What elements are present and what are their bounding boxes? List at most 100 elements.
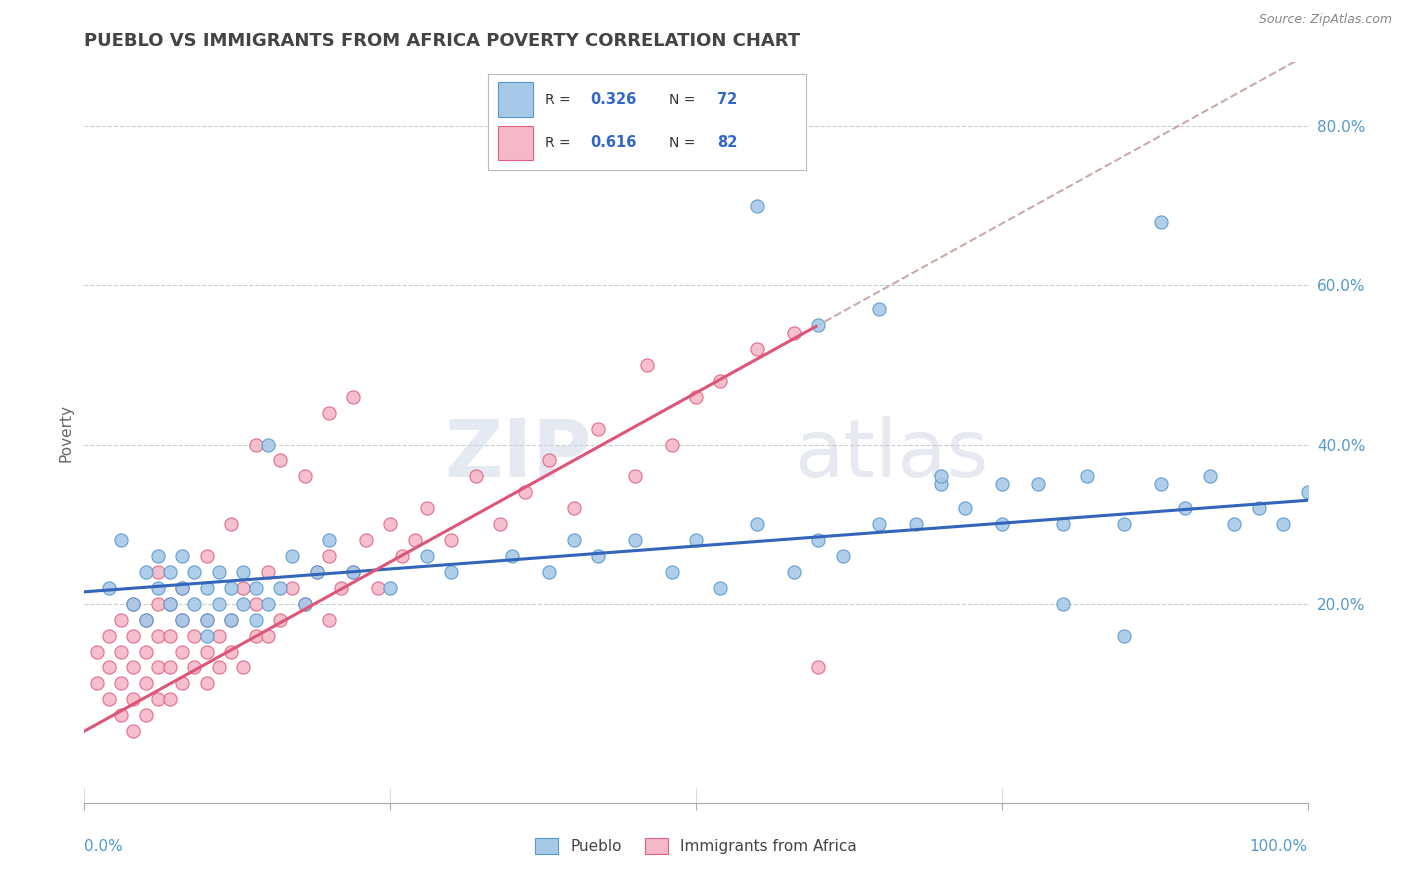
Point (586, 422, 609, 436)
Point (146, 629, 169, 643)
Point (195, 676, 218, 690)
Point (831, 549, 853, 563)
Point (269, 613, 291, 627)
Point (172, 613, 194, 627)
Point (281, 581, 304, 595)
Point (245, 613, 267, 627)
Point (86, 676, 108, 690)
Text: Source: ZipAtlas.com: Source: ZipAtlas.com (1258, 13, 1392, 27)
Point (489, 517, 512, 532)
Point (305, 565, 328, 579)
Text: 100.0%: 100.0% (1250, 838, 1308, 854)
Point (380, 517, 402, 532)
Point (110, 644, 132, 658)
Point (208, 597, 231, 611)
Point (294, 597, 316, 611)
Point (110, 676, 132, 690)
Point (929, 477, 952, 491)
Point (122, 629, 145, 643)
Point (195, 549, 218, 563)
Point (97, 581, 120, 595)
Point (685, 533, 707, 547)
Point (245, 581, 267, 595)
Point (219, 581, 242, 595)
Point (294, 469, 316, 483)
Text: PUEBLO VS IMMIGRANTS FROM AFRICA POVERTY CORRELATION CHART: PUEBLO VS IMMIGRANTS FROM AFRICA POVERTY… (84, 32, 800, 50)
Point (342, 565, 364, 579)
Point (110, 533, 132, 547)
Point (172, 581, 194, 595)
Point (245, 437, 267, 451)
Point (232, 597, 254, 611)
Point (183, 629, 205, 643)
Point (1028, 477, 1050, 491)
Point (1114, 517, 1136, 532)
Point (97, 629, 120, 643)
Point (1150, 477, 1173, 491)
Point (232, 660, 254, 674)
Point (586, 549, 609, 563)
Point (318, 406, 340, 420)
Point (146, 549, 169, 563)
Point (269, 581, 291, 595)
Point (159, 629, 181, 643)
Point (1174, 501, 1197, 516)
Point (97, 660, 120, 674)
Point (354, 533, 377, 547)
Point (135, 613, 157, 627)
Text: atlas: atlas (794, 416, 988, 494)
Point (685, 390, 707, 404)
Point (208, 629, 231, 643)
Point (219, 644, 242, 658)
Point (172, 644, 194, 658)
Point (257, 437, 280, 451)
Point (97, 692, 120, 706)
Point (330, 581, 353, 595)
Point (538, 565, 561, 579)
Point (110, 613, 132, 627)
Point (440, 533, 463, 547)
Point (367, 581, 389, 595)
Point (219, 517, 242, 532)
Point (281, 549, 304, 563)
Text: ZIP: ZIP (444, 416, 592, 494)
Point (294, 597, 316, 611)
Point (172, 676, 194, 690)
Point (318, 549, 340, 563)
Point (747, 199, 769, 213)
Point (146, 597, 169, 611)
Point (159, 565, 181, 579)
Point (624, 533, 647, 547)
Point (122, 724, 145, 739)
Point (208, 660, 231, 674)
Point (257, 629, 280, 643)
Point (747, 342, 769, 356)
Point (183, 597, 205, 611)
Point (159, 597, 181, 611)
Point (1052, 517, 1074, 532)
Point (342, 390, 364, 404)
Point (1198, 469, 1220, 483)
Point (219, 613, 242, 627)
Point (146, 565, 169, 579)
Point (929, 469, 952, 483)
Point (208, 565, 231, 579)
Point (709, 581, 731, 595)
Point (391, 549, 413, 563)
Point (122, 597, 145, 611)
Point (416, 501, 439, 516)
Point (440, 565, 463, 579)
Point (219, 613, 242, 627)
Point (464, 469, 486, 483)
Point (135, 708, 157, 723)
Point (1076, 469, 1098, 483)
Point (183, 565, 205, 579)
Point (905, 517, 928, 532)
Point (172, 613, 194, 627)
Point (747, 517, 769, 532)
Point (562, 501, 585, 516)
Point (86, 644, 108, 658)
Point (135, 613, 157, 627)
Point (1247, 501, 1270, 516)
Point (380, 581, 402, 595)
